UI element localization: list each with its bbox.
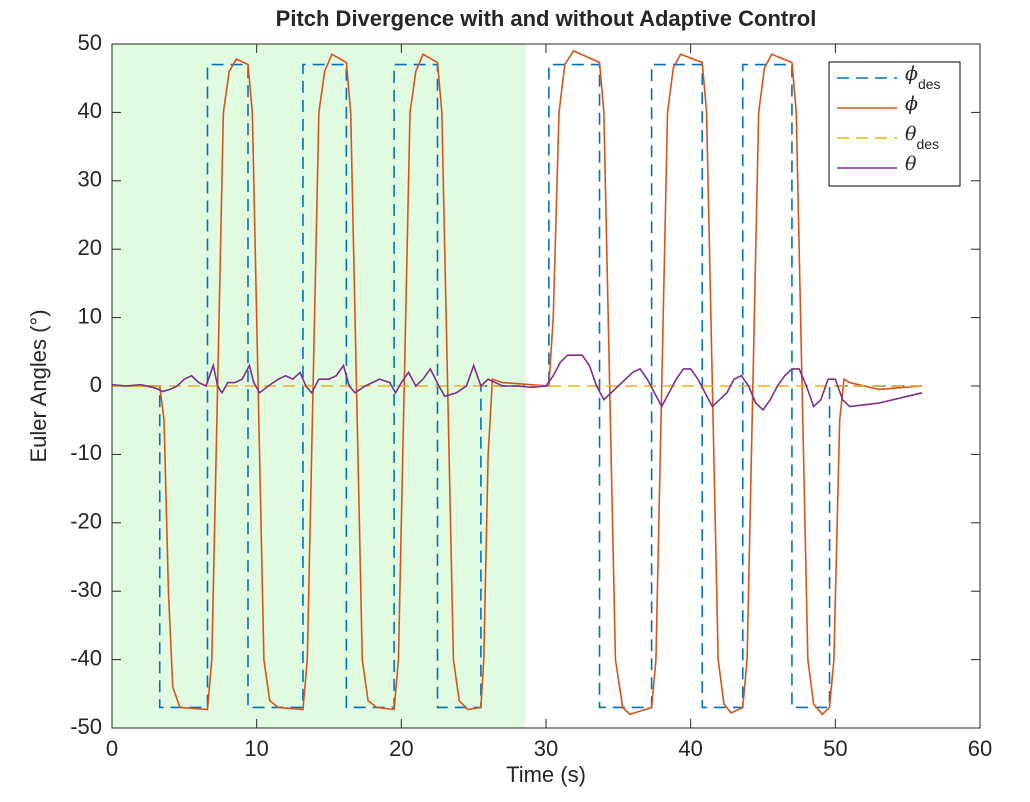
legend-label: θdes bbox=[905, 123, 939, 152]
x-tick-label: 30 bbox=[534, 736, 558, 761]
y-tick-label: 10 bbox=[78, 303, 102, 328]
legend-box bbox=[828, 61, 961, 187]
y-tick-label: -50 bbox=[70, 714, 102, 739]
y-tick-label: -40 bbox=[70, 645, 102, 670]
plot-frame bbox=[111, 43, 981, 729]
legend-label-subscript: des bbox=[916, 136, 939, 152]
y-tick-label: 40 bbox=[78, 98, 102, 123]
x-tick-label: 10 bbox=[244, 736, 268, 761]
legend-label: ϕdes bbox=[905, 63, 941, 92]
chart-title: Pitch Divergence with and without Adapti… bbox=[276, 6, 817, 31]
legend-label-subscript: des bbox=[918, 76, 941, 92]
y-axis-label: Euler Angles (°) bbox=[26, 309, 51, 462]
x-tick-label: 0 bbox=[106, 736, 118, 761]
legend-label: θ bbox=[905, 153, 917, 175]
x-tick-label: 60 bbox=[968, 736, 992, 761]
y-tick-label: 50 bbox=[78, 30, 102, 55]
y-tick-label: 20 bbox=[78, 235, 102, 260]
legend-label-name: ϕ bbox=[905, 93, 918, 115]
legend-label-name: ϕ bbox=[905, 63, 918, 85]
y-tick-label: 30 bbox=[78, 167, 102, 192]
legend-label: ϕ bbox=[905, 93, 918, 115]
series-line bbox=[112, 49, 923, 716]
y-tick-label: -10 bbox=[70, 440, 102, 465]
x-tick-label: 20 bbox=[389, 736, 413, 761]
x-tick-label: 50 bbox=[823, 736, 847, 761]
y-tick-label: -20 bbox=[70, 509, 102, 534]
series-line bbox=[111, 354, 923, 412]
x-axis-label: Time (s) bbox=[506, 762, 586, 787]
legend-label-name: θ bbox=[905, 123, 917, 145]
legend-label-name: θ bbox=[905, 153, 917, 175]
y-tick-label: 0 bbox=[90, 372, 102, 397]
x-tick-label: 40 bbox=[678, 736, 702, 761]
series-line bbox=[112, 63, 923, 709]
y-tick-label: -30 bbox=[70, 577, 102, 602]
